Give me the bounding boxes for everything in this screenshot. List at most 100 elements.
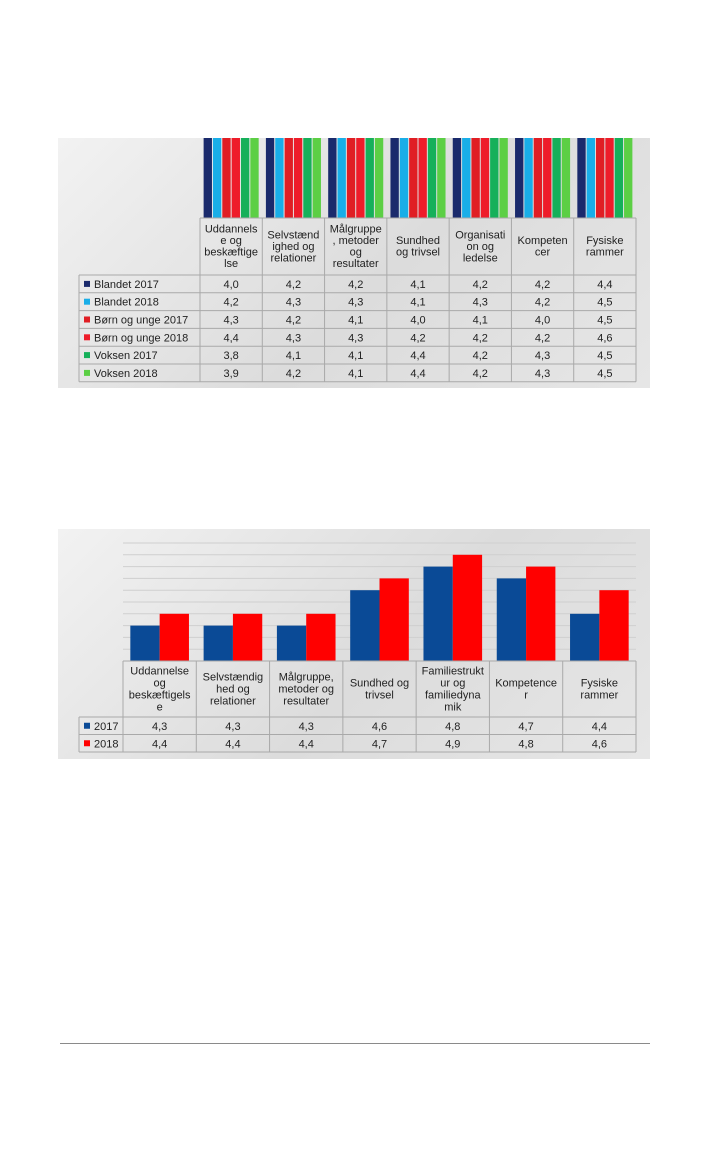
- chart-1-data-label: 4,1: [410, 297, 425, 309]
- chart-2-category-label: og: [154, 678, 166, 690]
- chart-1-bar: [212, 115, 222, 218]
- chart-1-category-label: Selvstænd: [267, 229, 319, 241]
- chart-1-bar: [577, 110, 586, 218]
- chart-1-legend-swatch: [84, 369, 90, 376]
- chart-1-bar: [293, 113, 303, 218]
- chart-1-bar: [275, 113, 284, 218]
- chart-1-bar: [312, 115, 321, 218]
- chart-2-category-label: Selvstændig: [203, 672, 264, 684]
- chart-1-bar: [337, 113, 346, 218]
- chart-1-legend-label: Blandet 2017: [94, 279, 159, 291]
- chart-2-data-label: 4,4: [299, 738, 314, 750]
- chart-2-legend-label: 2017: [94, 721, 118, 733]
- chart-1-bar: [390, 117, 399, 218]
- chart-2-bar: [452, 554, 483, 661]
- chart-1-legend-label: Børn og unge 2018: [94, 332, 188, 344]
- chart-1-bar: [561, 113, 571, 218]
- chart-1-bar: [399, 117, 409, 218]
- chart-2-data-label: 4,3: [225, 721, 240, 733]
- chart-2-bar: [496, 578, 527, 661]
- chart-1-legend-swatch: [84, 352, 90, 359]
- chart-1-data-label: 4,1: [473, 315, 488, 327]
- chart-1-bar: [471, 117, 480, 218]
- chart-2-bar: [203, 625, 233, 661]
- chart-1-category-label: e og: [220, 235, 241, 247]
- chart-1-legend-label: Voksen 2018: [94, 368, 158, 380]
- chart-1-bar: [303, 117, 312, 218]
- chart-1-bar: [586, 108, 596, 218]
- chart-1-data-label: 4,4: [223, 332, 238, 344]
- chart-2-category-label: ur og: [440, 678, 465, 690]
- footnote-divider: [60, 1043, 650, 1044]
- chart-2-data-label: 4,3: [299, 721, 314, 733]
- chart-1-data-label: 4,0: [410, 315, 425, 327]
- chart-1-data-label: 4,3: [348, 332, 363, 344]
- chart-1-legend-swatch: [84, 280, 90, 287]
- chart-1-data-label: 3,9: [223, 368, 238, 380]
- chart-1: Uddannels e og beskæftige lse Selvstænd ighed…: [58, 105, 650, 388]
- chart-2-category-label: resultater: [283, 696, 329, 708]
- chart-2-data-label: 4,7: [518, 721, 533, 733]
- chart-1-data-label: 4,0: [223, 279, 238, 291]
- chart-1-bar: [596, 108, 605, 218]
- chart-1-category-label: beskæftige: [204, 247, 258, 259]
- chart-1-data-label: 4,4: [410, 368, 425, 380]
- chart-1-bar: [356, 113, 365, 218]
- chart-2-category-label: beskæftigels: [129, 690, 191, 702]
- chart-1-category-label: , metoder: [332, 235, 379, 247]
- chart-1-bar: [427, 110, 437, 218]
- chart-1-data-label: 4,2: [410, 332, 425, 344]
- chart-2-category-label: rammer: [580, 690, 618, 702]
- chart-2-data-label: 4,6: [372, 721, 387, 733]
- chart-2: Uddannelse og beskæftigels e Selvstændig hed …: [58, 529, 650, 759]
- chart-1-category-label: og trivsel: [396, 247, 440, 259]
- chart-1-data-label: 4,3: [473, 297, 488, 309]
- chart-1-category-label: Kompeten: [517, 235, 567, 247]
- chart-2-data-label: 4,6: [592, 738, 607, 750]
- chart-1-category-label: cer: [535, 247, 551, 259]
- chart-2-category-label: Målgruppe,: [279, 672, 334, 684]
- chart-2-bar: [276, 625, 307, 661]
- chart-1-data-label: 4,1: [348, 350, 363, 362]
- chart-1-data-label: 4,4: [597, 279, 612, 291]
- chart-1-bar: [614, 108, 624, 218]
- chart-1-data-label: 4,2: [473, 350, 488, 362]
- chart-2-bar: [526, 566, 556, 661]
- chart-1-data-label: 4,3: [535, 350, 550, 362]
- chart-2-legend-swatch: [84, 740, 90, 747]
- chart-1-data-label: 4,3: [348, 297, 363, 309]
- chart-1-data-label: 4,6: [597, 332, 612, 344]
- chart-2-bar: [350, 590, 380, 661]
- chart-2-bar: [232, 613, 263, 661]
- chart-1-data-label: 3,8: [223, 350, 238, 362]
- chart-1-data-label: 4,3: [286, 297, 301, 309]
- chart-1-bar: [346, 117, 356, 218]
- chart-1-category-label: Målgruppe: [330, 224, 382, 236]
- chart-2-legend-label: 2018: [94, 738, 118, 750]
- chart-2-data-label: 4,9: [445, 738, 460, 750]
- chart-1-bar: [499, 115, 508, 218]
- chart-2-category-label: Familiestrukt: [422, 666, 484, 678]
- chart-1-bar: [452, 115, 462, 218]
- chart-1-category-label: relationer: [270, 252, 316, 264]
- chart-1-bar: [462, 113, 471, 218]
- chart-1-legend-swatch: [84, 334, 90, 341]
- chart-1-data-label: 4,1: [348, 315, 363, 327]
- chart-1-bar: [222, 113, 231, 218]
- chart-1-bar: [328, 115, 337, 218]
- chart-1-data-label: 4,3: [535, 368, 550, 380]
- chart-1-bar: [490, 115, 499, 218]
- chart-1-bar: [203, 120, 212, 218]
- chart-1-data-label: 4,4: [410, 350, 425, 362]
- chart-1-data-label: 4,5: [597, 297, 612, 309]
- chart-1-category-label: on og: [467, 241, 495, 253]
- chart-1-category-label: Sundhed: [396, 235, 440, 247]
- chart-2-bar: [379, 578, 409, 661]
- chart-1-data-label: 4,2: [535, 297, 550, 309]
- chart-2-category-label: mik: [444, 702, 462, 714]
- chart-1-bar: [231, 110, 240, 218]
- chart-1-data-label: 4,2: [286, 368, 301, 380]
- chart-1-bar: [605, 105, 614, 218]
- chart-2-bar: [306, 613, 336, 661]
